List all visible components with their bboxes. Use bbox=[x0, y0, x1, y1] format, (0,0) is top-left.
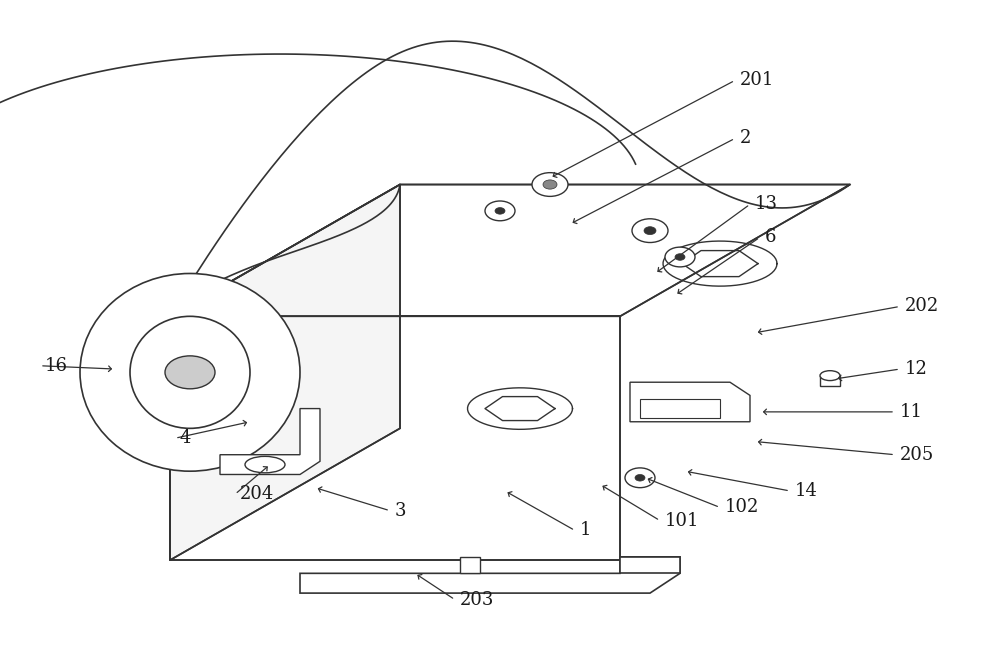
Text: 16: 16 bbox=[45, 357, 68, 375]
Polygon shape bbox=[170, 185, 400, 560]
Polygon shape bbox=[170, 185, 850, 316]
Circle shape bbox=[632, 219, 668, 243]
Ellipse shape bbox=[130, 316, 250, 428]
Text: 4: 4 bbox=[180, 429, 191, 447]
Circle shape bbox=[625, 468, 655, 488]
Circle shape bbox=[635, 474, 645, 481]
Text: 14: 14 bbox=[795, 482, 818, 500]
Circle shape bbox=[644, 227, 656, 235]
Circle shape bbox=[495, 208, 505, 214]
Ellipse shape bbox=[80, 273, 300, 471]
Circle shape bbox=[543, 180, 557, 189]
Circle shape bbox=[532, 173, 568, 196]
Polygon shape bbox=[300, 557, 680, 593]
Text: 1: 1 bbox=[580, 521, 592, 540]
Text: 202: 202 bbox=[905, 297, 939, 316]
Text: 2: 2 bbox=[740, 129, 751, 148]
Ellipse shape bbox=[820, 370, 840, 380]
Polygon shape bbox=[220, 409, 320, 474]
Text: 11: 11 bbox=[900, 403, 923, 421]
Text: 12: 12 bbox=[905, 360, 928, 378]
Text: 101: 101 bbox=[665, 511, 700, 530]
Polygon shape bbox=[170, 316, 620, 560]
Text: 13: 13 bbox=[755, 195, 778, 214]
Text: 205: 205 bbox=[900, 445, 934, 464]
Polygon shape bbox=[820, 376, 840, 386]
Ellipse shape bbox=[245, 456, 285, 473]
Text: 204: 204 bbox=[240, 485, 274, 503]
Text: 203: 203 bbox=[460, 590, 494, 609]
Circle shape bbox=[675, 254, 685, 260]
Circle shape bbox=[485, 201, 515, 221]
Text: 3: 3 bbox=[395, 501, 406, 520]
Polygon shape bbox=[620, 557, 680, 573]
Circle shape bbox=[165, 356, 215, 389]
Circle shape bbox=[665, 247, 695, 267]
Polygon shape bbox=[630, 382, 750, 422]
Text: 6: 6 bbox=[765, 228, 776, 246]
Text: 102: 102 bbox=[725, 498, 759, 517]
Polygon shape bbox=[460, 557, 480, 573]
Text: 201: 201 bbox=[740, 71, 774, 90]
